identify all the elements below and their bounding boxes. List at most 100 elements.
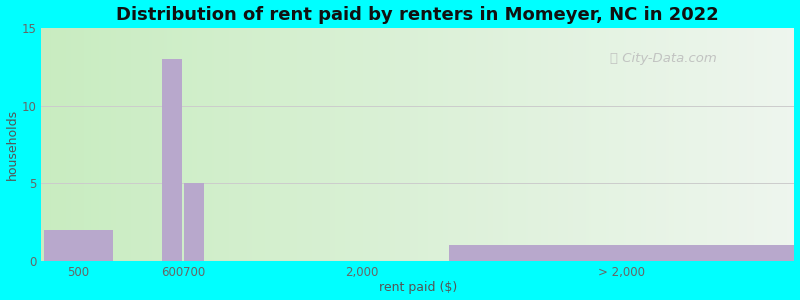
Bar <box>488 28 490 261</box>
Bar <box>186 28 190 261</box>
Bar <box>744 28 746 261</box>
Bar <box>300 28 302 261</box>
Bar <box>370 28 373 261</box>
Bar <box>470 28 473 261</box>
Bar <box>285 28 287 261</box>
Bar <box>408 28 410 261</box>
Bar <box>272 28 274 261</box>
Bar <box>66 28 69 261</box>
Bar <box>192 28 194 261</box>
Bar <box>551 28 554 261</box>
Bar <box>578 28 581 261</box>
Bar <box>212 28 214 261</box>
Bar <box>89 28 91 261</box>
Bar <box>496 28 498 261</box>
Bar <box>473 28 475 261</box>
Bar <box>569 28 571 261</box>
Bar <box>458 28 461 261</box>
Bar <box>109 28 111 261</box>
Bar <box>702 28 704 261</box>
Bar <box>367 28 370 261</box>
Bar <box>662 28 664 261</box>
Bar <box>131 28 134 261</box>
Bar <box>501 28 503 261</box>
Bar <box>677 28 679 261</box>
Bar <box>43 28 46 261</box>
Bar <box>144 28 146 261</box>
Bar <box>706 28 709 261</box>
Bar <box>764 28 767 261</box>
Bar <box>358 28 360 261</box>
Bar <box>257 28 259 261</box>
Bar <box>636 28 638 261</box>
Bar <box>166 28 169 261</box>
Bar <box>142 28 144 261</box>
Bar <box>546 28 548 261</box>
Bar <box>117 28 119 261</box>
Bar <box>43 230 113 261</box>
Bar <box>373 28 375 261</box>
Bar <box>362 28 365 261</box>
Bar <box>227 28 230 261</box>
Bar <box>347 28 350 261</box>
Bar <box>711 28 714 261</box>
Bar <box>654 28 656 261</box>
Bar <box>332 28 335 261</box>
Text: Ⓞ City-Data.com: Ⓞ City-Data.com <box>610 52 717 65</box>
Bar <box>199 28 202 261</box>
Bar <box>197 28 199 261</box>
Bar <box>102 28 104 261</box>
Bar <box>250 28 252 261</box>
Bar <box>61 28 64 261</box>
Bar <box>792 28 794 261</box>
Bar <box>355 28 358 261</box>
Bar <box>305 28 307 261</box>
Bar <box>74 28 76 261</box>
Bar <box>245 28 247 261</box>
Bar <box>684 28 686 261</box>
Bar <box>714 28 717 261</box>
Bar <box>772 28 774 261</box>
Bar <box>398 28 400 261</box>
Bar <box>314 28 318 261</box>
Bar <box>435 28 438 261</box>
X-axis label: rent paid ($): rent paid ($) <box>378 281 457 294</box>
Bar <box>671 28 674 261</box>
Bar <box>320 28 322 261</box>
Bar <box>426 28 428 261</box>
Bar <box>402 28 406 261</box>
Bar <box>538 28 541 261</box>
Bar <box>430 28 433 261</box>
Bar <box>563 28 566 261</box>
Bar <box>294 28 298 261</box>
Bar <box>440 28 443 261</box>
Bar <box>770 28 772 261</box>
Bar <box>616 28 618 261</box>
Bar <box>157 28 159 261</box>
Bar <box>631 28 634 261</box>
Bar <box>594 28 596 261</box>
Bar <box>443 28 446 261</box>
Bar <box>104 28 106 261</box>
Bar <box>508 28 510 261</box>
Bar <box>603 28 606 261</box>
Bar <box>566 28 569 261</box>
Bar <box>94 28 96 261</box>
Bar <box>76 28 78 261</box>
Bar <box>739 28 742 261</box>
Bar <box>207 28 210 261</box>
Bar <box>234 28 237 261</box>
Bar <box>56 28 58 261</box>
Bar <box>82 28 84 261</box>
Bar <box>252 28 254 261</box>
Bar <box>318 28 320 261</box>
Bar <box>726 28 729 261</box>
Bar <box>428 28 430 261</box>
Bar <box>704 28 706 261</box>
Bar <box>724 28 726 261</box>
Bar <box>111 28 114 261</box>
Bar <box>750 28 752 261</box>
Bar <box>561 28 563 261</box>
Bar <box>521 28 523 261</box>
Bar <box>420 28 422 261</box>
